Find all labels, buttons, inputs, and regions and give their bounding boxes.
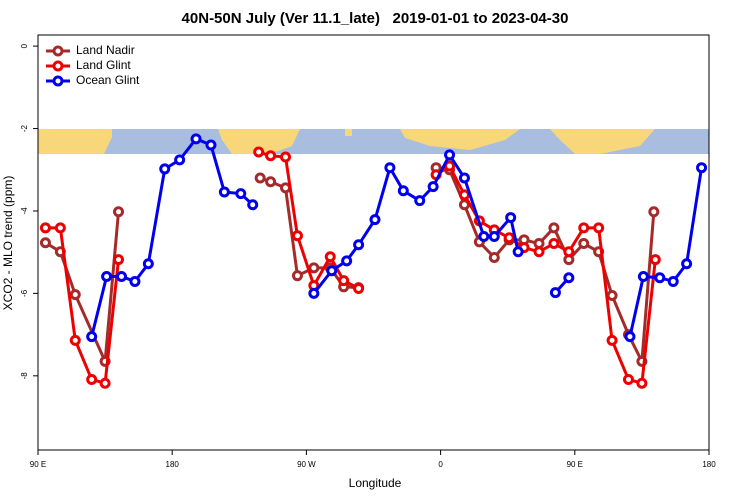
- y-tick-label: -6: [20, 289, 29, 297]
- x-tick-label: 90 W: [297, 460, 316, 469]
- series-point: [458, 189, 470, 201]
- series-point: [488, 252, 500, 264]
- series-point: [308, 262, 320, 274]
- series-point: [69, 289, 81, 301]
- series-point: [649, 254, 661, 266]
- series-point: [218, 186, 230, 198]
- chart-title: 40N-50N July (Ver 11.1_late) 2019-01-01 …: [182, 10, 569, 27]
- x-tick-label: 90 E: [567, 460, 583, 469]
- x-tick-label: 180: [166, 460, 180, 469]
- series-point: [681, 258, 693, 270]
- series-point: [129, 275, 141, 287]
- legend-marker: [52, 60, 64, 72]
- series-point: [54, 222, 66, 234]
- series-point: [654, 272, 666, 284]
- series-point: [369, 214, 381, 226]
- series-point: [326, 265, 338, 277]
- series-point: [254, 172, 266, 184]
- series-point: [384, 162, 396, 174]
- legend-label: Land Glint: [76, 58, 131, 72]
- series-line: [90, 137, 704, 338]
- y-axis-label: XCO2 - MLO trend (ppm): [1, 176, 15, 311]
- series-point: [116, 270, 128, 282]
- series-point: [696, 162, 708, 174]
- series-point: [533, 246, 545, 258]
- series-point: [291, 230, 303, 242]
- series-point: [478, 231, 490, 243]
- series-point: [578, 222, 590, 234]
- series-point: [101, 270, 113, 282]
- series-point: [397, 185, 409, 197]
- series-point: [265, 150, 277, 162]
- series-point: [247, 199, 259, 211]
- y-tick-label: -4: [20, 207, 29, 215]
- series-point: [548, 222, 560, 234]
- series-point: [39, 222, 51, 234]
- series-point: [86, 374, 98, 386]
- series-point: [86, 331, 98, 343]
- legend-label: Land Nadir: [76, 43, 135, 57]
- x-tick-label: 90 E: [30, 460, 46, 469]
- legend-marker: [52, 75, 64, 87]
- series-point: [235, 188, 247, 200]
- series-point: [353, 282, 365, 294]
- legend-marker: [52, 45, 64, 57]
- map-strip: [38, 129, 709, 154]
- series-point: [606, 334, 618, 346]
- series-point: [265, 176, 277, 188]
- series-point: [142, 258, 154, 270]
- y-tick-label: 0: [20, 43, 29, 48]
- series-point: [341, 255, 353, 267]
- series-point: [39, 237, 51, 249]
- series-point: [113, 206, 125, 218]
- series-point: [563, 246, 575, 258]
- series-point: [667, 275, 679, 287]
- plot-frame: [37, 34, 710, 451]
- series-point: [338, 275, 350, 287]
- series-point: [414, 195, 426, 207]
- series-point: [606, 289, 618, 301]
- series-point: [190, 133, 202, 145]
- series-point: [593, 222, 605, 234]
- series-point: [548, 238, 560, 250]
- series-point: [353, 239, 365, 251]
- series-point: [624, 331, 636, 343]
- series-point: [648, 206, 660, 218]
- series-point: [512, 246, 524, 258]
- x-tick-label: 180: [702, 460, 716, 469]
- x-tick-label: 0: [438, 460, 443, 469]
- series-point: [505, 212, 517, 224]
- series-point: [637, 270, 649, 282]
- map-land: [38, 129, 655, 154]
- series-point: [622, 374, 634, 386]
- series-point: [549, 287, 561, 299]
- series-point: [488, 231, 500, 243]
- series-point: [159, 163, 171, 175]
- y-tick-label: -2: [20, 124, 29, 132]
- series-point: [578, 238, 590, 250]
- x-axis-label: Longitude: [349, 476, 402, 490]
- series-point: [291, 270, 303, 282]
- series-point: [444, 149, 456, 161]
- series-point: [253, 146, 265, 158]
- series-point: [308, 287, 320, 299]
- series-point: [427, 181, 439, 193]
- series-point: [324, 251, 336, 263]
- legend-label: Ocean Glint: [76, 73, 140, 87]
- series-point: [174, 154, 186, 166]
- series-point: [205, 139, 217, 151]
- series-point: [280, 151, 292, 163]
- series-point: [99, 377, 111, 389]
- series-point: [458, 172, 470, 184]
- series-point: [563, 272, 575, 284]
- y-tick-label: -8: [20, 372, 29, 380]
- series-line: [45, 150, 657, 386]
- series-point: [503, 232, 515, 244]
- series-point: [113, 254, 125, 266]
- series-point: [636, 377, 648, 389]
- series-point: [69, 334, 81, 346]
- series-point: [444, 160, 456, 172]
